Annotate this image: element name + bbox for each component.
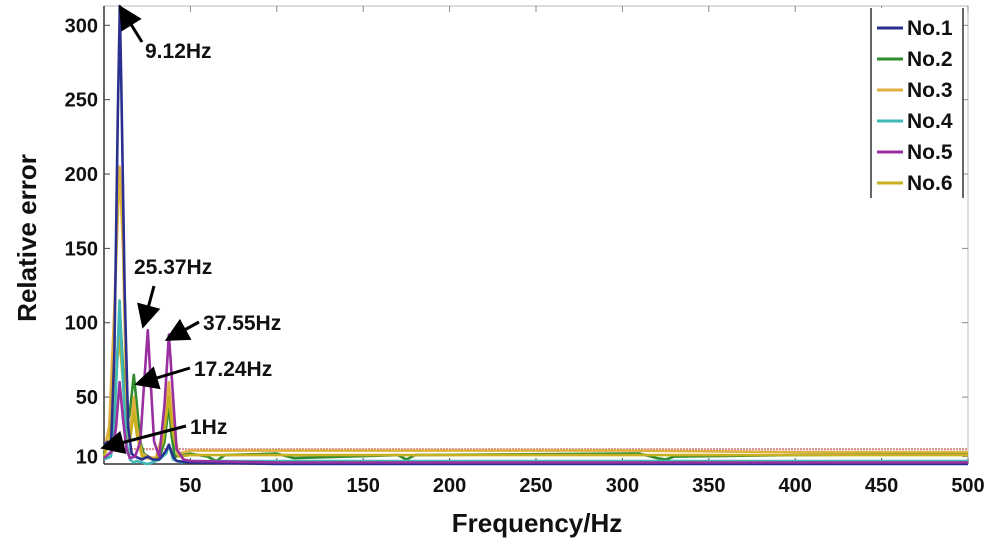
y-tick-label-3: 150 bbox=[65, 238, 98, 260]
x-tick-label-5: 300 bbox=[606, 475, 639, 497]
y-tick-label-0: 10 bbox=[76, 447, 98, 469]
legend-label-2: No.3 bbox=[907, 79, 953, 102]
x-tick-label-9: 500 bbox=[951, 475, 984, 497]
series-line-no4 bbox=[103, 299, 968, 466]
y-tick-label-4: 200 bbox=[65, 164, 98, 186]
x-tick-label-8: 450 bbox=[865, 475, 898, 497]
annotation-label-4: 1Hz bbox=[190, 416, 227, 439]
annotation-arrow-4 bbox=[100, 424, 187, 455]
x-tick-label-0: 50 bbox=[179, 475, 201, 497]
annotation-arrow-2 bbox=[164, 318, 200, 341]
annotation-arrow-3 bbox=[134, 366, 191, 390]
annotation-label-1: 25.37Hz bbox=[134, 256, 212, 279]
plot-frame bbox=[103, 5, 969, 465]
annotation-arrow-1 bbox=[137, 285, 161, 329]
x-tick-label-2: 150 bbox=[347, 475, 380, 497]
y-tick-label-6: 300 bbox=[65, 15, 98, 37]
series-line-no6 bbox=[102, 336, 968, 461]
legend-label-5: No.6 bbox=[907, 172, 953, 195]
annotation-arrow-0 bbox=[118, 4, 144, 43]
x-axis-title: Frequency/Hz bbox=[452, 508, 623, 538]
legend-box bbox=[871, 8, 963, 198]
legend-label-1: No.2 bbox=[907, 48, 953, 71]
annotation-label-0: 9.12Hz bbox=[145, 40, 212, 63]
legend-label-3: No.4 bbox=[907, 110, 953, 133]
x-tick-label-4: 250 bbox=[519, 475, 552, 497]
annotation-label-3: 17.24Hz bbox=[194, 358, 272, 381]
y-tick-label-5: 250 bbox=[65, 90, 98, 112]
series-line-no5 bbox=[103, 328, 968, 464]
series-line-no3 bbox=[102, 165, 968, 460]
y-tick-label-2: 100 bbox=[65, 313, 98, 335]
series-line-no1 bbox=[103, 4, 968, 466]
legend-label-0: No.1 bbox=[907, 17, 953, 40]
y-tick-label-1: 50 bbox=[76, 387, 98, 409]
y-axis-title: Relative error bbox=[12, 154, 42, 322]
x-tick-label-6: 350 bbox=[692, 475, 725, 497]
x-tick-label-7: 400 bbox=[779, 475, 812, 497]
x-tick-label-1: 100 bbox=[260, 475, 293, 497]
x-tick-label-3: 200 bbox=[433, 475, 466, 497]
annotation-label-2: 37.55Hz bbox=[203, 312, 281, 335]
legend-label-4: No.5 bbox=[907, 141, 953, 164]
